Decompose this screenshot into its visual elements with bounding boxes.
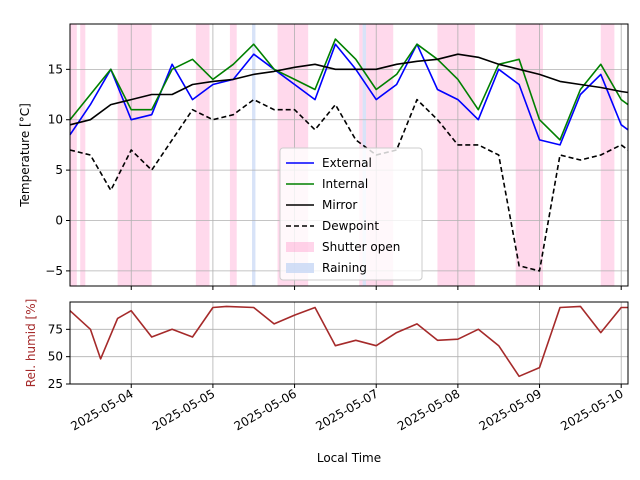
humidity-plot-frame [69, 301, 629, 385]
legend-label-internal: Internal [322, 177, 368, 191]
shutter-open-span [80, 24, 86, 286]
shutter-open-span [437, 24, 475, 286]
series-line-mirror [69, 53, 629, 126]
y-tick-label: 15 [48, 62, 63, 76]
series-line-internal [69, 38, 629, 141]
shutter-open-span [70, 24, 77, 286]
legend-label-raining: Raining [322, 261, 367, 275]
series-line-humidity [69, 305, 628, 378]
humidity-y-axis-label: Rel. humid [%] [24, 299, 38, 388]
legend-box [279, 147, 423, 281]
shutter-open-span [515, 24, 543, 286]
y-tick-label: 0 [55, 214, 63, 228]
y-tick-label: 5 [55, 163, 63, 177]
legend-label-dewpoint: Dewpoint [322, 219, 379, 233]
x-axis-label: Local Time [317, 451, 381, 465]
temperature-plot: −5 0 5 10 15 Temperature [°C] External Inter… [18, 23, 629, 290]
shutter-open-span [117, 24, 152, 286]
legend-label-mirror: Mirror [322, 198, 357, 212]
raining-span [252, 24, 256, 286]
y-tick-label: 50 [48, 350, 63, 364]
legend-swatch-shutter-open [286, 242, 314, 252]
temperature-plot-frame [69, 23, 629, 287]
y-tick-label: 25 [48, 377, 63, 391]
shutter-open-span [229, 24, 237, 286]
legend-swatch-raining [286, 263, 314, 273]
shutter-open-span [600, 24, 615, 286]
y-tick-label: −5 [45, 264, 63, 278]
legend: External Internal Mirror Dewpoint Shutte… [279, 147, 423, 281]
y-tick-label: 75 [48, 322, 63, 336]
temperature-y-axis-label: Temperature [°C] [18, 103, 32, 208]
shutter-open-span [195, 24, 210, 286]
legend-label-external: External [322, 156, 372, 170]
y-tick-label: 10 [48, 113, 63, 127]
legend-label-shutter-open: Shutter open [322, 240, 400, 254]
series-line-dewpoint [69, 98, 629, 272]
